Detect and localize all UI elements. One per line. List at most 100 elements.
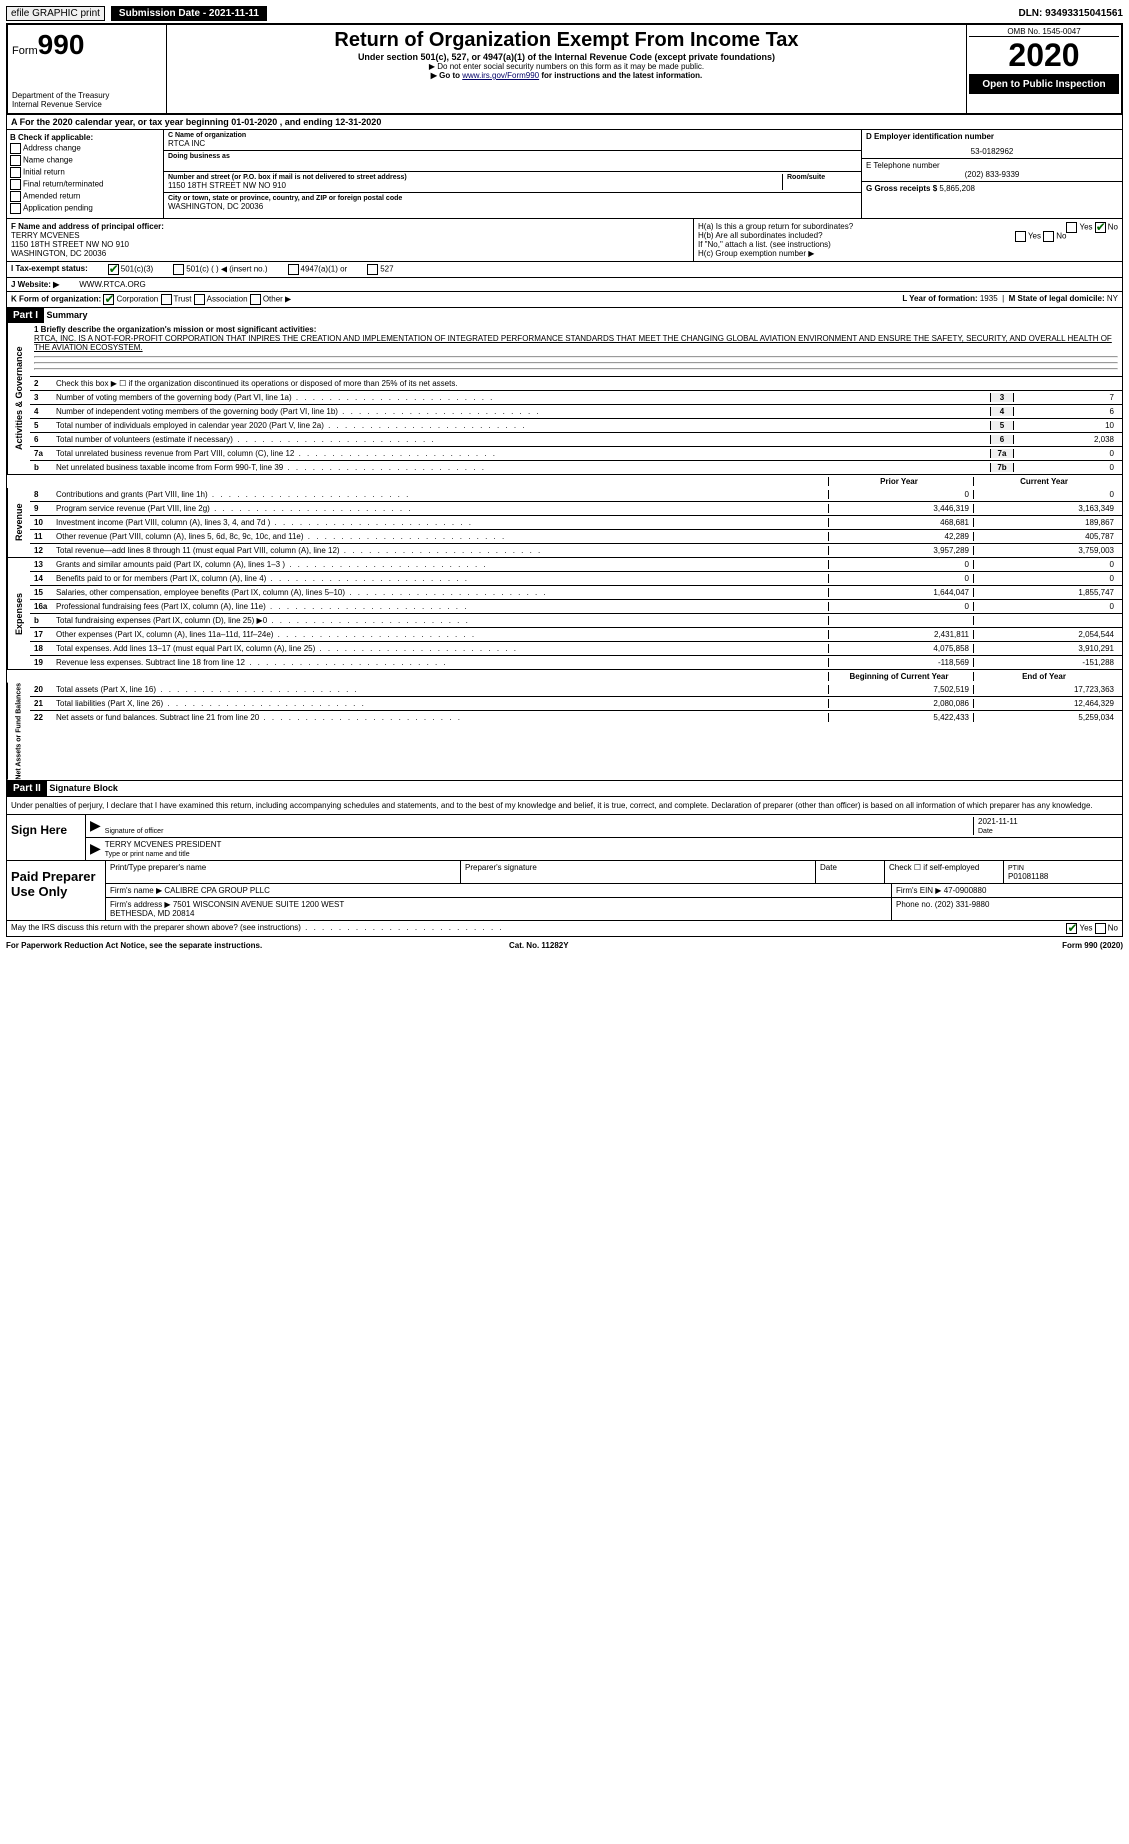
k-other: Other ▶: [263, 295, 291, 304]
ha-no-cb[interactable]: [1095, 222, 1106, 233]
i-501c[interactable]: 501(c) ( ) ◀ (insert no.): [173, 264, 267, 275]
k-corp-cb[interactable]: [103, 294, 114, 305]
org-name: RTCA INC: [168, 139, 857, 148]
phone-cell: E Telephone number(202) 833-9339: [862, 159, 1122, 182]
header-left: Form990 Department of the Treasury Inter…: [8, 25, 167, 113]
row-a-period: A For the 2020 calendar year, or tax yea…: [6, 115, 1123, 130]
i-c3-text: 501(c)(3): [121, 265, 153, 274]
current-value: 3,910,291: [973, 644, 1118, 653]
row-i: I Tax-exempt status: 501(c)(3) 501(c) ( …: [6, 262, 1123, 278]
cb-text: Amended return: [23, 192, 80, 201]
prior-value: 0: [828, 574, 973, 583]
i-527-text: 527: [380, 265, 393, 274]
table-row: 13Grants and similar amounts paid (Part …: [30, 558, 1122, 572]
i-label: I Tax-exempt status:: [11, 264, 88, 275]
cb-initial-return[interactable]: Initial return: [10, 167, 160, 178]
current-year-hdr: Current Year: [973, 477, 1118, 486]
row-text: Total assets (Part X, line 16): [56, 685, 828, 694]
prep-name-label: Print/Type preparer's name: [106, 861, 461, 883]
tax-year: 2020: [969, 37, 1119, 75]
addr-label: Number and street (or P.O. box if mail i…: [168, 174, 782, 181]
header-right: OMB No. 1545-0047 2020 Open to Public In…: [966, 25, 1121, 113]
sig-date-label: Date: [978, 828, 993, 835]
cb-text: Name change: [23, 156, 73, 165]
discuss-no-cb[interactable]: [1095, 923, 1106, 934]
form-note1: ▶ Do not enter social security numbers o…: [171, 62, 962, 71]
cb-final-return[interactable]: Final return/terminated: [10, 179, 160, 190]
submission-date-button[interactable]: Submission Date - 2021-11-11: [111, 6, 267, 21]
cb-name-change[interactable]: Name change: [10, 155, 160, 166]
cb-address-change[interactable]: Address change: [10, 143, 160, 154]
officer-name: TERRY MCVENES: [11, 231, 80, 240]
efile-label: efile GRAPHIC print: [6, 6, 105, 21]
v4: 6: [1014, 407, 1118, 416]
k-label: K Form of organization:: [11, 295, 101, 304]
current-value: 17,723,363: [973, 685, 1118, 694]
table-row: bTotal fundraising expenses (Part IX, co…: [30, 614, 1122, 628]
open-to-public: Open to Public Inspection: [969, 75, 1119, 94]
prior-value: -118,569: [828, 658, 973, 667]
table-row: 11Other revenue (Part VIII, column (A), …: [30, 530, 1122, 544]
governance-tab: Activities & Governance: [7, 323, 30, 474]
name-label: Type or print name and title: [105, 851, 190, 858]
hb-yes-cb[interactable]: [1015, 231, 1026, 242]
firm-name: CALIBRE CPA GROUP PLLC: [164, 886, 270, 895]
l5-text: Total number of individuals employed in …: [56, 421, 990, 430]
current-value: 0: [973, 602, 1118, 611]
prior-value: 3,446,319: [828, 504, 973, 513]
discuss-yes-cb[interactable]: [1066, 923, 1077, 934]
ptin-label: PTIN: [1008, 865, 1024, 872]
hb-no-cb[interactable]: [1043, 231, 1054, 242]
k-assoc-cb[interactable]: [194, 294, 205, 305]
org-name-cell: C Name of organizationRTCA INC: [164, 130, 861, 151]
city-label: City or town, state or province, country…: [168, 195, 857, 202]
room-label: Room/suite: [787, 174, 857, 181]
h-a: H(a) Is this a group return for subordin…: [698, 222, 1118, 231]
officer-sig-line: ▶Signature of officer2021-11-11Date: [86, 815, 1122, 838]
k-trust-cb[interactable]: [161, 294, 172, 305]
no-text: No: [1056, 232, 1066, 241]
header-mid: Return of Organization Exempt From Incom…: [167, 25, 966, 113]
prior-value: 42,289: [828, 532, 973, 541]
i-501c3[interactable]: 501(c)(3): [108, 264, 153, 275]
yes-text: Yes: [1079, 923, 1092, 932]
dba-label: Doing business as: [168, 153, 857, 160]
col-headers-1: Prior YearCurrent Year: [7, 474, 1122, 488]
no-text: No: [1108, 223, 1118, 232]
current-value: 1,855,747: [973, 588, 1118, 597]
boy-hdr: Beginning of Current Year: [828, 672, 973, 681]
current-value: 12,464,329: [973, 699, 1118, 708]
ha-yes-cb[interactable]: [1066, 222, 1077, 233]
cb-text: Final return/terminated: [23, 180, 103, 189]
row-text: Total fundraising expenses (Part IX, col…: [56, 616, 828, 625]
i-4947[interactable]: 4947(a)(1) or: [288, 264, 348, 275]
h-c: H(c) Group exemption number ▶: [698, 249, 1118, 258]
table-row: 22Net assets or fund balances. Subtract …: [30, 711, 1122, 724]
top-bar: efile GRAPHIC print Submission Date - 20…: [6, 6, 1123, 21]
l7b-text: Net unrelated business taxable income fr…: [56, 463, 990, 472]
prep-check-label: Check ☐ if self-employed: [885, 861, 1004, 883]
v5: 10: [1014, 421, 1118, 430]
dba-cell: Doing business as: [164, 151, 861, 172]
table-row: 18Total expenses. Add lines 13–17 (must …: [30, 642, 1122, 656]
cb-application-pending[interactable]: Application pending: [10, 203, 160, 214]
paid-preparer-row: Paid Preparer Use Only Print/Type prepar…: [7, 860, 1122, 920]
l6-text: Total number of volunteers (estimate if …: [56, 435, 990, 444]
officer-addr1: 1150 18TH STREET NW NO 910: [11, 240, 129, 249]
i-527[interactable]: 527: [367, 264, 393, 275]
expenses-tab: Expenses: [7, 558, 30, 669]
revenue-tab: Revenue: [7, 488, 30, 557]
cb-amended-return[interactable]: Amended return: [10, 191, 160, 202]
k-corp: Corporation: [116, 295, 158, 304]
paid-preparer-label: Paid Preparer Use Only: [7, 861, 106, 920]
prior-value: 0: [828, 602, 973, 611]
line-3: 3Number of voting members of the governi…: [30, 391, 1122, 405]
row-text: Investment income (Part VIII, column (A)…: [56, 518, 828, 527]
l4-text: Number of independent voting members of …: [56, 407, 990, 416]
prep-date-label: Date: [816, 861, 885, 883]
k-other-cb[interactable]: [250, 294, 261, 305]
current-value: 0: [973, 574, 1118, 583]
table-row: 10Investment income (Part VIII, column (…: [30, 516, 1122, 530]
row-text: Professional fundraising fees (Part IX, …: [56, 602, 828, 611]
irs-link[interactable]: www.irs.gov/Form990: [462, 71, 539, 80]
